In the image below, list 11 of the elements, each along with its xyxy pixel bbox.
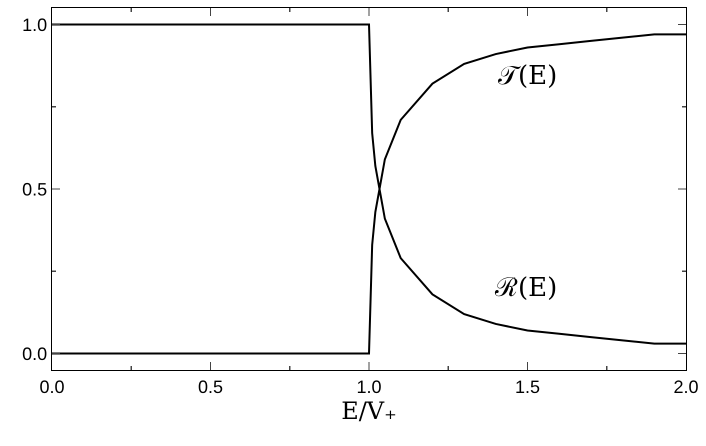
series-label: ℛ(E) [494, 273, 558, 303]
x-tick-label: 1.5 [514, 376, 540, 397]
series-label: 𝒯(E) [498, 61, 558, 91]
x-tick-label: 0.5 [198, 376, 224, 397]
x-axis-title: E/V₊ [341, 397, 397, 425]
x-tick-label: 1.0 [356, 376, 382, 397]
y-tick-label: 0.5 [22, 179, 48, 200]
x-tick-label: 2.0 [673, 376, 699, 397]
x-tick-label: 0.0 [39, 376, 65, 397]
y-tick-label: 1.0 [22, 14, 48, 35]
y-tick-label: 0.0 [22, 344, 48, 364]
